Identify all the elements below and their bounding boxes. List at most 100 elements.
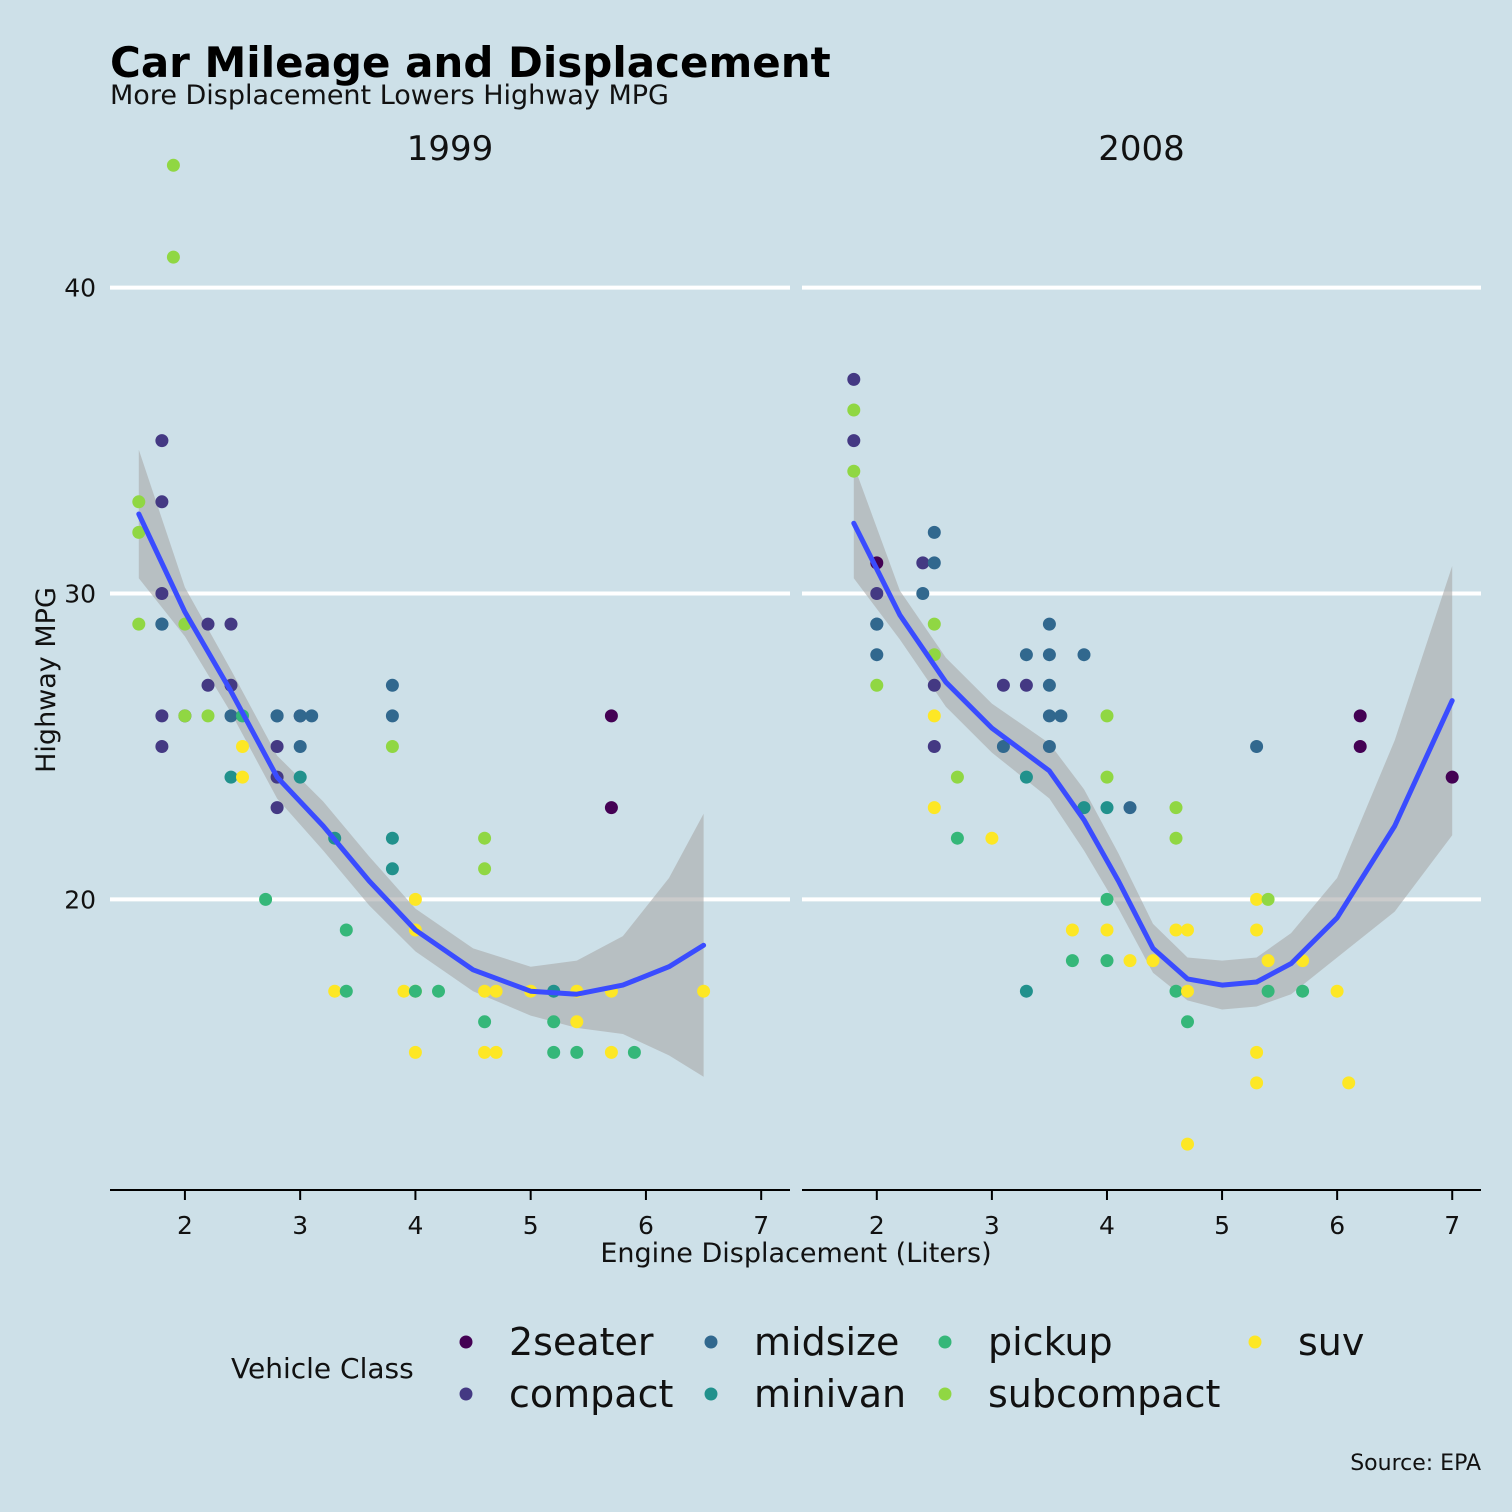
x-tick-label: 5 [1214, 1211, 1230, 1240]
legend-label-2seater: 2seater [509, 1320, 654, 1364]
data-point-suv [1181, 923, 1194, 937]
facet-label: 1999 [407, 129, 494, 169]
data-point-pickup [1169, 984, 1183, 998]
data-point-suv [1250, 1045, 1264, 1059]
legend: Vehicle Class 2seater compact midsize miniv… [231, 1320, 1364, 1416]
data-point-midsize [1054, 709, 1068, 723]
data-point-compact [927, 678, 941, 692]
data-point-suv [1181, 984, 1194, 998]
data-point-suv [1342, 1076, 1356, 1090]
data-point-pickup [627, 1045, 641, 1059]
data-point-suv [408, 1045, 422, 1059]
data-point-midsize [1042, 709, 1056, 723]
legend-key-2seater [459, 1335, 473, 1349]
data-point-suv [985, 831, 999, 845]
x-tick-label: 3 [292, 1211, 308, 1240]
data-point-subcompact [385, 740, 399, 753]
data-point-2seater [604, 801, 618, 815]
data-point-minivan [1077, 801, 1091, 815]
data-point-compact [996, 678, 1010, 692]
data-point-pickup [478, 1015, 492, 1029]
data-point-compact [847, 372, 861, 386]
data-point-subcompact [1169, 831, 1183, 845]
y-tick-label: 40 [64, 274, 96, 303]
data-point-pickup [259, 892, 273, 906]
data-point-pickup [339, 923, 353, 937]
data-point-pickup [950, 831, 964, 845]
data-point-pickup [408, 984, 422, 998]
data-point-subcompact [132, 617, 146, 631]
data-point-midsize [385, 678, 399, 692]
data-point-pickup [1100, 892, 1114, 906]
x-tick-label: 6 [1329, 1211, 1345, 1240]
data-point-suv [1261, 954, 1275, 968]
chart-caption: Source: EPA [1350, 1451, 1481, 1476]
data-point-midsize [1077, 648, 1091, 662]
data-point-2seater [1353, 740, 1367, 753]
data-point-midsize [270, 709, 284, 723]
y-tick-label: 30 [64, 580, 96, 609]
y-axis-title: Highway MPG [31, 587, 62, 773]
data-point-2seater [604, 709, 618, 723]
data-point-compact [916, 556, 930, 570]
data-point-compact [847, 434, 861, 448]
facet-panel-1999: 1999 2 3 4 5 6 7 20 30 40 [64, 129, 790, 1240]
data-point-suv [697, 984, 711, 998]
data-point-suv [927, 709, 941, 723]
data-point-subcompact [132, 525, 146, 539]
data-point-subcompact [847, 464, 861, 478]
data-point-midsize [996, 740, 1010, 753]
legend-key-midsize [704, 1335, 718, 1349]
data-point-pickup [432, 984, 445, 998]
data-point-pickup [1065, 954, 1079, 968]
data-point-minivan [385, 831, 399, 845]
data-point-compact [270, 801, 284, 815]
data-point-minivan [293, 770, 307, 784]
data-point-suv [489, 1045, 503, 1059]
data-point-subcompact [870, 678, 884, 692]
data-point-midsize [916, 587, 930, 600]
data-point-compact [270, 740, 284, 753]
data-point-pickup [547, 1015, 561, 1029]
data-point-suv [604, 1045, 618, 1059]
data-point-suv [1181, 1137, 1194, 1151]
x-tick-label: 7 [1444, 1211, 1460, 1240]
data-point-subcompact [132, 495, 146, 509]
data-point-midsize [293, 740, 307, 753]
data-point-midsize [305, 709, 319, 723]
data-point-midsize [927, 556, 941, 570]
data-point-suv [478, 984, 492, 998]
data-point-suv [397, 984, 411, 998]
data-point-midsize [1250, 740, 1264, 753]
data-point-subcompact [1169, 801, 1183, 815]
chart-subtitle: More Displacement Lowers Highway MPG [110, 80, 669, 111]
data-point-compact [155, 587, 169, 600]
facet-label: 2008 [1098, 129, 1185, 169]
data-point-subcompact [847, 403, 861, 417]
data-point-compact [1019, 678, 1033, 692]
legend-label-pickup: pickup [988, 1320, 1113, 1364]
data-point-subcompact [478, 831, 492, 845]
data-point-compact [155, 709, 169, 723]
data-point-compact [155, 740, 169, 753]
data-point-suv [1123, 954, 1137, 968]
legend-key-minivan [704, 1387, 718, 1401]
data-point-compact [224, 617, 238, 631]
y-tick-label: 20 [64, 885, 96, 914]
data-point-pickup [339, 984, 353, 998]
data-point-compact [155, 495, 169, 509]
data-point-suv [570, 1015, 584, 1029]
x-tick-label: 6 [638, 1211, 654, 1240]
x-tick-label: 7 [753, 1211, 769, 1240]
data-point-midsize [293, 709, 307, 723]
x-tick-label: 4 [1099, 1211, 1115, 1240]
data-point-suv [1100, 923, 1114, 937]
data-point-midsize [1019, 648, 1033, 662]
data-point-2seater [1353, 709, 1367, 723]
data-point-subcompact [166, 250, 180, 264]
facet-panel-2008: 2008 2 3 4 5 6 7 [802, 129, 1481, 1240]
legend-label-subcompact: subcompact [988, 1372, 1220, 1416]
legend-label-compact: compact [509, 1372, 673, 1416]
data-point-minivan [1100, 801, 1114, 815]
